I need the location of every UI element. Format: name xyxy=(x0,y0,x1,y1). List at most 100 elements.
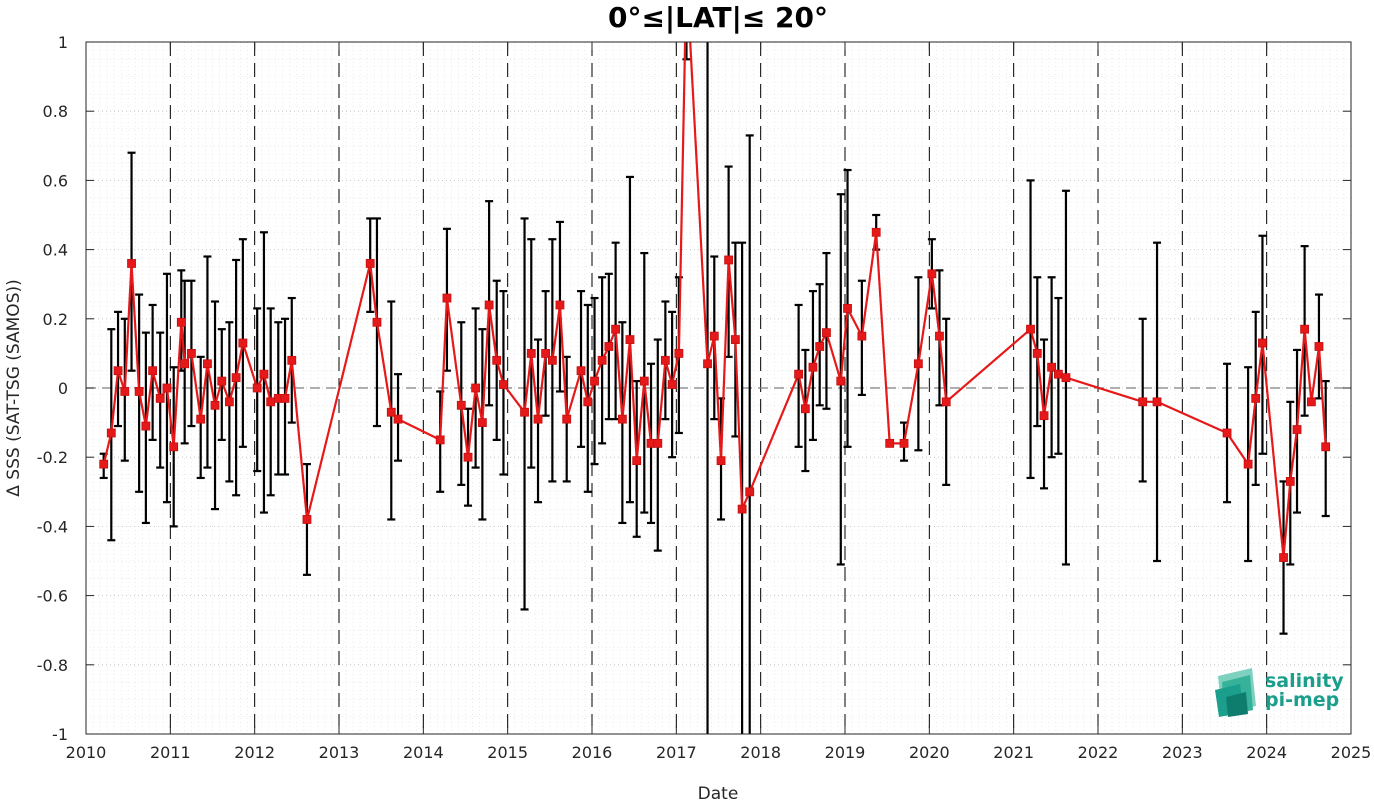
data-point xyxy=(555,300,565,310)
x-tick-label: 2014 xyxy=(403,743,444,762)
data-point xyxy=(120,387,130,396)
data-point xyxy=(196,414,206,424)
data-point xyxy=(1032,348,1042,358)
data-point xyxy=(857,331,867,341)
data-point xyxy=(238,338,248,348)
data-point xyxy=(709,331,719,341)
data-point xyxy=(576,366,586,376)
data-point xyxy=(871,227,881,237)
data-point xyxy=(1306,397,1316,407)
data-point xyxy=(1222,428,1232,438)
data-point xyxy=(99,459,109,469)
y-tick-label: 1 xyxy=(58,33,68,52)
data-point xyxy=(653,438,663,448)
data-point xyxy=(745,487,755,497)
x-tick-label: 2010 xyxy=(66,743,107,762)
data-point xyxy=(703,359,712,369)
data-point xyxy=(127,259,136,268)
data-point xyxy=(737,504,747,514)
x-tick-label: 2020 xyxy=(909,743,950,762)
data-point xyxy=(843,304,852,313)
data-point xyxy=(162,383,172,393)
data-point xyxy=(435,435,445,445)
data-point xyxy=(913,359,923,369)
data-point xyxy=(266,397,276,407)
data-point xyxy=(287,355,297,365)
data-point xyxy=(1138,397,1148,407)
y-axis-label: Δ SSS (SAT-TSG (SAMOS)) xyxy=(4,279,24,496)
x-axis-label: Date xyxy=(698,784,739,801)
data-point xyxy=(724,255,734,265)
data-point xyxy=(562,414,572,424)
data-point xyxy=(231,373,241,383)
data-point xyxy=(365,259,375,268)
data-point xyxy=(604,342,614,351)
data-point xyxy=(280,393,290,403)
data-point xyxy=(800,404,810,414)
data-point xyxy=(393,414,403,424)
axis-ticks xyxy=(85,41,1352,735)
y-tick-label: -1 xyxy=(52,725,68,744)
x-tick-label: 2017 xyxy=(656,743,697,762)
data-point xyxy=(203,359,212,369)
data-point xyxy=(667,380,677,389)
data-point xyxy=(533,414,543,424)
data-point xyxy=(106,428,116,438)
x-tick-label: 2015 xyxy=(487,743,528,762)
data-point xyxy=(625,335,635,344)
salinity-pi-mep-logo: salinity pi-mep xyxy=(1215,668,1344,717)
x-tick-labels: 2010 2011 2012 2013 2014 2015 2016 2017 2018 2019… xyxy=(66,743,1372,762)
data-point xyxy=(611,324,621,334)
data-point xyxy=(442,293,452,303)
data-point xyxy=(935,331,944,341)
y-tick-label: -0.2 xyxy=(37,448,68,467)
data-point xyxy=(583,397,593,407)
data-point xyxy=(639,376,649,386)
data-point xyxy=(141,421,151,431)
data-point xyxy=(794,369,804,379)
data-point xyxy=(210,400,220,410)
logo-text-pi-mep: pi-mep xyxy=(1265,689,1339,711)
y-tick-label: 0.6 xyxy=(43,171,68,190)
data-point xyxy=(674,348,684,358)
y-tick-label: 0.8 xyxy=(43,102,68,121)
data-point xyxy=(1251,393,1261,403)
x-tick-label: 2018 xyxy=(740,743,781,762)
data-point xyxy=(1285,477,1295,486)
data-point xyxy=(941,397,951,407)
data-point xyxy=(1053,369,1063,379)
y-tick-label: 0.2 xyxy=(43,310,68,329)
y-tick-label: 0 xyxy=(58,379,68,398)
data-point xyxy=(1258,338,1267,348)
x-tick-label: 2019 xyxy=(825,743,866,762)
data-point xyxy=(1061,373,1071,383)
grid xyxy=(86,41,1351,735)
data-point xyxy=(1300,324,1310,334)
data-point xyxy=(1047,362,1057,372)
y-tick-label: -0.4 xyxy=(37,517,68,536)
logo-text-salinity: salinity xyxy=(1265,670,1344,692)
y-tick-label: 0.4 xyxy=(43,241,68,260)
data-point xyxy=(463,452,473,462)
data-point xyxy=(187,348,196,358)
data-point xyxy=(730,335,740,344)
x-tick-label: 2021 xyxy=(993,743,1034,762)
data-point xyxy=(1292,425,1302,434)
data-point xyxy=(499,380,508,389)
data-point xyxy=(169,442,179,452)
data-point xyxy=(471,383,481,393)
data-point xyxy=(1279,553,1288,562)
data-point xyxy=(302,515,312,524)
data-point xyxy=(716,456,726,466)
data-point xyxy=(632,456,642,466)
x-tick-label: 2011 xyxy=(150,743,191,762)
data-point xyxy=(134,387,144,396)
data-point xyxy=(1243,459,1253,469)
data-point xyxy=(1039,411,1049,421)
x-tick-label: 2022 xyxy=(1078,743,1119,762)
data-point xyxy=(526,348,536,358)
chart-title: 0°≤|LAT|≤ 20° xyxy=(608,1,828,34)
x-tick-label: 2023 xyxy=(1162,743,1203,762)
data-point xyxy=(180,359,190,369)
